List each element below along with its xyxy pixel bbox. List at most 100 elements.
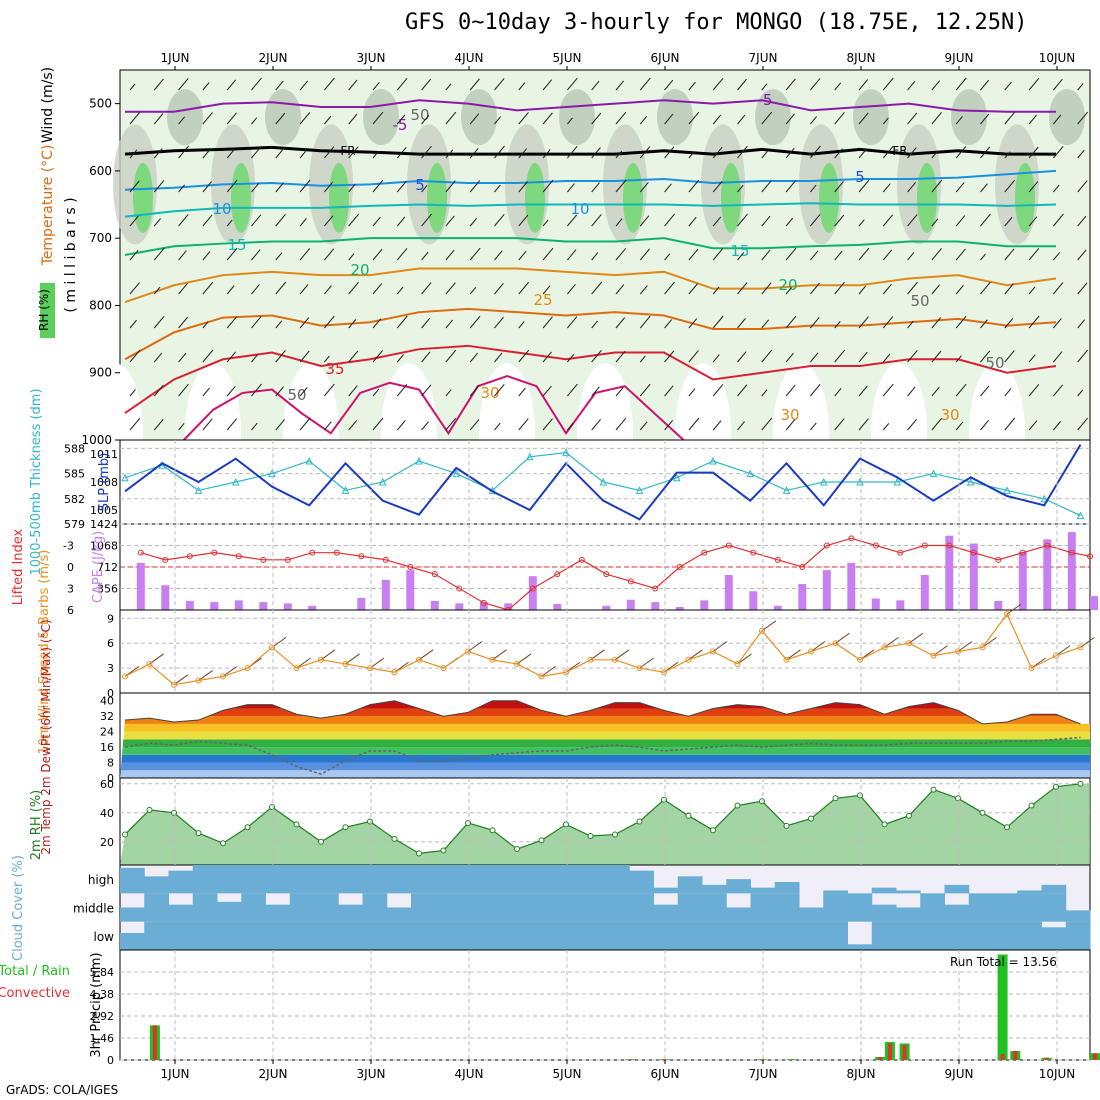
isotherm-label: 20 [778, 276, 797, 294]
wind-barb [178, 214, 189, 227]
isotherm-label: 30 [480, 384, 499, 402]
thickness-point [1040, 494, 1049, 503]
wind-barb [567, 145, 578, 159]
li-point [431, 571, 438, 578]
cloud-cell-middle [702, 893, 727, 922]
cloud-cell-middle [750, 893, 776, 922]
cloud-cell-high [556, 865, 582, 894]
wind-barb [226, 316, 237, 329]
cloud-cell-middle [532, 893, 557, 922]
wind-barb [348, 113, 358, 125]
wind-barb [372, 417, 384, 431]
rh-point [538, 837, 545, 844]
li-point [137, 549, 144, 556]
wind-barb [615, 150, 623, 159]
wind-barb [955, 77, 967, 91]
wind-barb [980, 419, 990, 431]
li-point [554, 571, 561, 578]
wind-barb [542, 179, 554, 193]
li-point [872, 542, 879, 549]
wind-barb [980, 79, 990, 91]
precip-bar-total [997, 954, 1008, 1060]
wind-barb [1053, 114, 1062, 125]
wind-barb [226, 285, 235, 295]
cape-bar [994, 600, 1003, 610]
wind-barb [567, 117, 573, 125]
wind-barb [153, 148, 163, 159]
cape-bar [749, 591, 758, 610]
wind-barb [664, 350, 675, 363]
wind-barb [980, 213, 991, 227]
cloud-cell-middle [459, 893, 485, 922]
cloud-cell-low [217, 921, 242, 950]
wind-barb [1077, 111, 1089, 125]
wind-point [342, 660, 349, 667]
cloud-cell-high [411, 865, 436, 894]
cloud-cell-low [241, 921, 266, 950]
wind-barb [712, 354, 720, 363]
wind-barb [542, 219, 549, 227]
wind-barb [639, 77, 651, 91]
wind-barb [518, 250, 527, 261]
thickness-point [709, 456, 717, 465]
isotherm-label: 15 [227, 236, 246, 254]
wind-barb [882, 283, 892, 295]
wind-barb [1077, 319, 1086, 329]
rh-point [146, 806, 153, 813]
cloud-cell-low [459, 921, 485, 950]
wind-barb [202, 349, 214, 363]
cloud-cell-low [750, 921, 776, 950]
wind-barb [955, 315, 967, 329]
wind-barb [955, 182, 965, 193]
cloud-cell-middle [483, 893, 509, 922]
wind-barb [955, 355, 962, 363]
wind-barb [882, 353, 891, 363]
wind-barb [348, 281, 359, 295]
wind-point [122, 673, 128, 680]
wind-barb [810, 145, 821, 159]
wind-barb [688, 179, 700, 193]
wind-barb [494, 145, 505, 159]
day-label-top: 8JUN [847, 51, 876, 65]
wind-barb [737, 145, 748, 159]
wind-barb [372, 150, 379, 159]
rh-point [636, 818, 643, 825]
wind-barb [858, 285, 867, 295]
wind-barb [372, 350, 384, 363]
thickness-point [782, 486, 791, 494]
wind-barb [372, 179, 384, 193]
rh-point [783, 822, 790, 829]
cloud-cell-low [605, 921, 630, 950]
cloud-cell-high [1017, 890, 1042, 894]
wind-barb [226, 219, 233, 227]
wind-barb [688, 151, 695, 159]
wind-barb [931, 417, 943, 431]
wind-barb [834, 418, 845, 431]
wind-barb [615, 317, 626, 329]
cloud-axis-label: Cloud Cover (%) [11, 855, 26, 961]
wind-barb [275, 252, 283, 261]
wind-barb [980, 385, 990, 397]
wind-barb [396, 286, 404, 295]
li-point [701, 549, 708, 556]
wind-barb [834, 82, 842, 91]
isotherm-label: -5 [758, 91, 773, 109]
cloud-row-label: low [94, 930, 115, 944]
precip-bar-convective [628, 1059, 633, 1060]
isotherm-label: -5 [393, 116, 408, 134]
cloud-cell-low [411, 921, 436, 950]
cloud-cell-middle [120, 907, 145, 922]
wind-barb [1028, 315, 1040, 329]
wind-barb [202, 418, 213, 431]
wind-barb [129, 349, 141, 363]
thickness-point [452, 469, 461, 478]
li-point [995, 556, 1002, 563]
rh-region [755, 89, 791, 146]
wind-barb [1004, 248, 1015, 261]
thickness-point [268, 469, 276, 478]
wind-barb [202, 251, 211, 261]
wind-barb [469, 113, 480, 125]
wind-barb [542, 149, 551, 159]
rh-point [759, 798, 765, 805]
wind-barb [737, 114, 746, 125]
